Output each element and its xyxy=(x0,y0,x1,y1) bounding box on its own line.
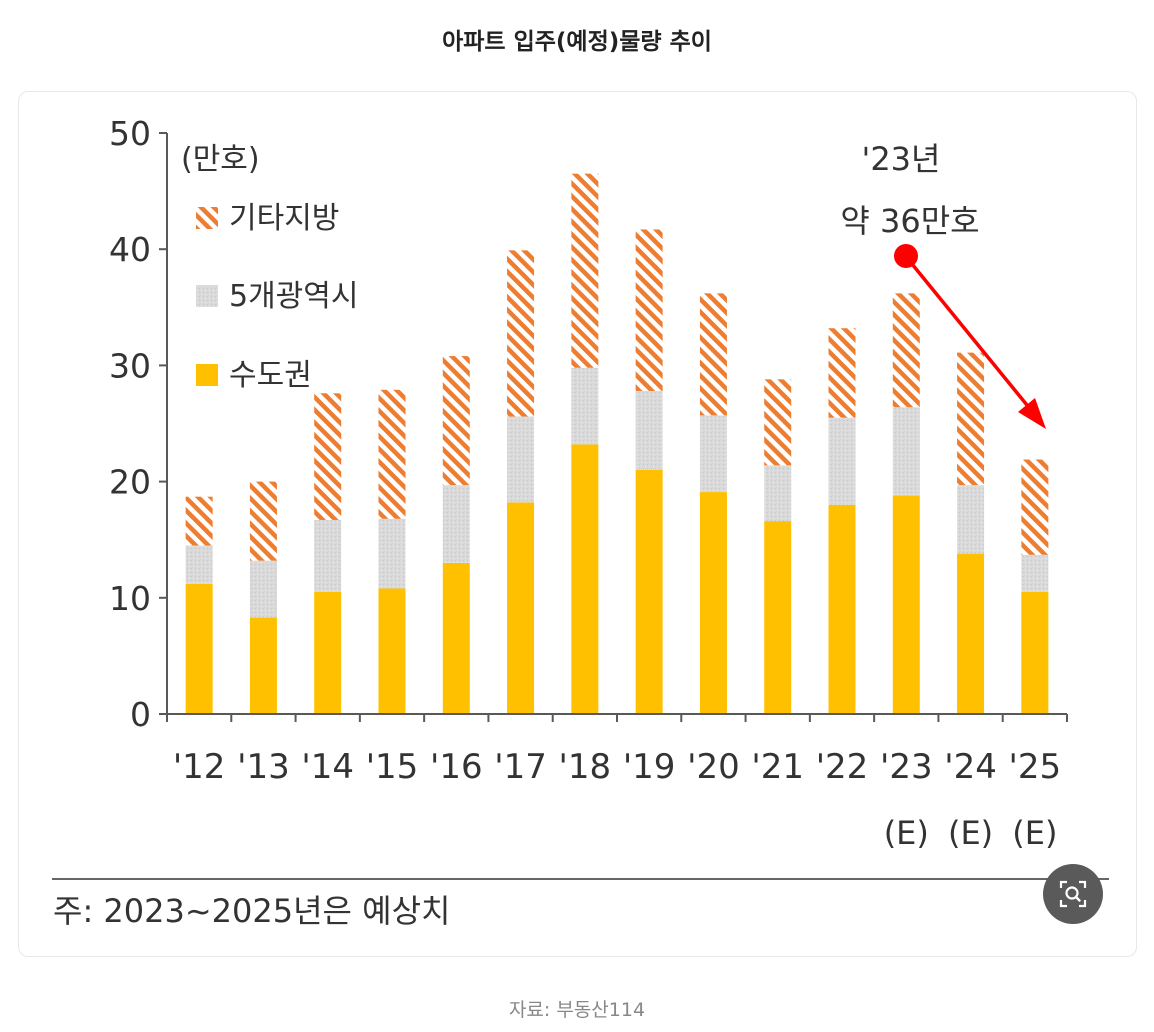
bar-segment-other xyxy=(185,496,213,546)
x-tick-label: '18 xyxy=(559,747,612,787)
annotation-line2: 약 36만호 xyxy=(840,202,979,240)
stacked-bar-chart: 0 10 20 30 40 50 '12 '13 '14 '15 '16 '17 '18 '19 '20 '2… xyxy=(52,114,1109,880)
bar-segment-metro xyxy=(571,367,599,445)
bar-segment-capital xyxy=(635,469,663,714)
bar-segment-other xyxy=(1021,459,1049,555)
bar-segment-metro xyxy=(764,465,792,522)
bar-segment-other xyxy=(828,328,856,418)
bar-segment-other xyxy=(507,250,535,417)
bar-segment-metro xyxy=(892,407,920,496)
bar-segment-metro xyxy=(185,545,213,584)
trend-arrow-start-dot xyxy=(894,244,918,268)
trend-arrow-line xyxy=(910,262,1033,412)
y-tick-label: 20 xyxy=(109,463,151,502)
bar-segment-other xyxy=(764,379,792,466)
bar-segment-metro xyxy=(378,518,406,589)
bar-segment-other xyxy=(571,173,599,368)
bar-segment-metro xyxy=(957,485,985,554)
bar-segment-capital xyxy=(828,504,856,714)
legend-label-other: 기타지방 xyxy=(229,201,339,236)
bar-segment-other xyxy=(892,293,920,408)
bar-segment-capital xyxy=(507,502,535,714)
x-tick-label: '14 xyxy=(301,747,354,787)
bar-segment-capital xyxy=(442,562,470,714)
zoom-button[interactable] xyxy=(1043,864,1103,924)
trend-arrow-head xyxy=(1018,398,1046,429)
x-tick-label: '25 xyxy=(1009,747,1062,787)
x-tick-label: '24 xyxy=(944,747,997,787)
x-tick-label: '19 xyxy=(623,747,676,787)
x-estimate-label: (E) xyxy=(884,814,929,852)
bar-segment-metro xyxy=(314,519,342,592)
x-tick-label: '16 xyxy=(430,747,483,787)
x-tick-label: '17 xyxy=(494,747,547,787)
bar-segment-other xyxy=(442,356,470,486)
bar-segment-capital xyxy=(892,495,920,714)
bar-segment-metro xyxy=(507,416,535,503)
bar-segment-capital xyxy=(249,617,277,714)
x-tick-label: '22 xyxy=(816,747,869,787)
bar-segment-capital xyxy=(571,444,599,714)
legend: 기타지방 5개광역시 수도권 xyxy=(196,201,359,393)
chart-card: 0 10 20 30 40 50 '12 '13 '14 '15 '16 '17 '18 '19 '20 '2… xyxy=(18,91,1137,957)
bar-segment-capital xyxy=(957,553,985,714)
x-tick-label: '23 xyxy=(880,747,933,787)
bar-segment-metro xyxy=(442,485,470,563)
legend-swatch-capital xyxy=(196,364,218,386)
legend-swatch-metro xyxy=(196,285,218,307)
bar-segment-capital xyxy=(764,521,792,714)
footnote: 주: 2023~2025년은 예상치 xyxy=(53,892,451,930)
source-caption: 자료: 부동산114 xyxy=(508,999,646,1021)
bar-segment-other xyxy=(635,229,663,391)
bar-segment-other xyxy=(378,389,406,519)
bar-segment-metro xyxy=(828,417,856,505)
y-tick-label: 40 xyxy=(109,230,151,269)
bar-segment-capital xyxy=(1021,591,1049,714)
zoom-search-icon xyxy=(1059,880,1087,908)
bar-segment-metro xyxy=(635,390,663,470)
x-tick-label: '21 xyxy=(751,747,804,787)
bar-segment-metro xyxy=(1021,554,1049,592)
legend-label-metro: 5개광역시 xyxy=(229,279,359,314)
legend-swatch-other xyxy=(196,207,218,229)
x-estimate-label: (E) xyxy=(1012,814,1057,852)
unit-label: (만호) xyxy=(181,142,260,177)
x-tick-label: '15 xyxy=(366,747,419,787)
y-tick-label: 0 xyxy=(130,695,151,734)
bar-segment-capital xyxy=(378,588,406,714)
bar-segment-capital xyxy=(314,591,342,714)
bar-segment-metro xyxy=(699,415,727,493)
trend-arrow xyxy=(894,244,1046,429)
x-estimate-label: (E) xyxy=(948,814,993,852)
bar-segment-other xyxy=(957,352,985,486)
y-tick-label: 10 xyxy=(109,579,151,618)
y-tick-label: 50 xyxy=(109,114,151,153)
x-tick-label: '13 xyxy=(237,747,290,787)
annotation-line1: '23년 xyxy=(862,140,941,178)
bar-segment-other xyxy=(314,393,342,520)
x-tick-label: '12 xyxy=(173,747,226,787)
bar-segment-other xyxy=(699,293,727,416)
bar-segment-capital xyxy=(185,583,213,714)
x-tick-label: '20 xyxy=(687,747,740,787)
bar-segment-capital xyxy=(699,492,727,714)
legend-label-capital: 수도권 xyxy=(229,358,312,393)
y-tick-label: 30 xyxy=(109,346,151,385)
bar-segment-metro xyxy=(249,560,277,618)
page-title: 아파트 입주(예정)물량 추이 xyxy=(442,29,712,55)
bar-segment-other xyxy=(249,481,277,561)
